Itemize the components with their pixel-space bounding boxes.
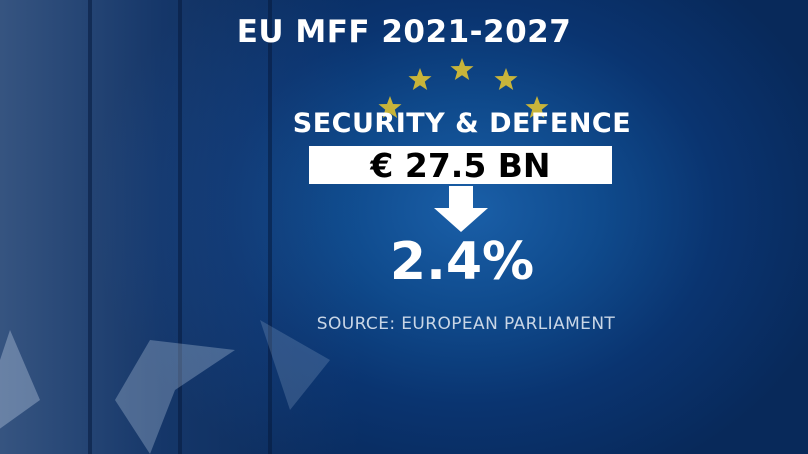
flag-stripe [178, 0, 182, 454]
category-label: SECURITY & DEFENCE [292, 108, 632, 139]
flag-star-icon [0, 320, 330, 454]
percent-value: 2.4% [389, 232, 535, 292]
amount-box [309, 146, 612, 184]
flag-stripe [88, 0, 92, 454]
amount-value: € 27.5 BN [370, 146, 551, 185]
flag-stripe [268, 0, 272, 454]
page-title: EU MFF 2021-2027 [236, 14, 572, 50]
down-arrow-icon [434, 186, 488, 232]
source-text: SOURCE: EUROPEAN PARLIAMENT [316, 314, 616, 334]
